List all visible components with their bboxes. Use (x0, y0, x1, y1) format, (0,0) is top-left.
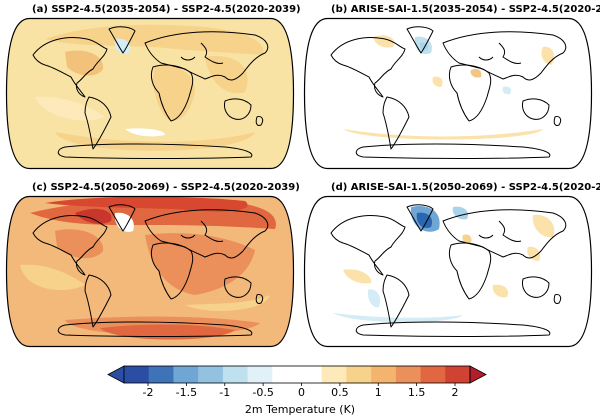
coastline (522, 98, 550, 120)
coastline (84, 96, 112, 150)
anomaly-region (114, 38, 131, 55)
anomaly-region (45, 196, 248, 212)
anomaly-region (502, 86, 512, 95)
coastline (57, 321, 253, 337)
anomaly-region (343, 129, 543, 140)
anomaly-region (367, 289, 381, 308)
colorbar-bin (198, 366, 224, 383)
anomaly-region (20, 264, 85, 291)
anomaly-region (462, 234, 472, 244)
anomaly-region (55, 229, 104, 259)
anomaly-region (185, 295, 270, 311)
anomaly-region (333, 313, 463, 323)
coastline (355, 143, 551, 159)
coastline (553, 294, 562, 304)
colorbar-frame (123, 365, 471, 384)
coastline (255, 294, 264, 304)
coastline (150, 64, 194, 122)
colorbar-bin (445, 366, 471, 383)
colorbar-bin (297, 366, 323, 383)
anomaly-region (114, 212, 134, 232)
map-outline (303, 195, 593, 348)
colorbar-bin (371, 366, 397, 383)
coastline (224, 276, 252, 298)
colorbar-bin (148, 366, 174, 383)
anomaly-region (432, 76, 443, 87)
coastline (522, 276, 550, 298)
colorbar-bin (173, 366, 199, 383)
map-panel-a (5, 17, 295, 170)
colorbar-tick-label: -0.5 (252, 386, 274, 399)
colorbar-tick-label: 0.5 (331, 386, 349, 399)
panel-b-title: (b) ARISE-SAI-1.5(2035-2054) - SSP2-4.5(… (331, 4, 600, 15)
colorbar-bin (222, 366, 249, 383)
map-outline (5, 17, 295, 170)
colorbar-tick-label: 1 (374, 386, 382, 399)
map-outline (303, 17, 593, 170)
coastline (553, 116, 562, 126)
map-outline (5, 195, 295, 348)
anomaly-region (416, 212, 433, 229)
coastline (180, 42, 224, 64)
anomaly-region (145, 233, 255, 295)
colorbar-bin (420, 366, 446, 383)
anomaly-region (532, 214, 555, 238)
coastline (382, 96, 410, 150)
coastline (448, 64, 492, 122)
colorbar-bin (247, 366, 273, 383)
anomaly-region (470, 68, 482, 78)
colorbar-bin (346, 366, 372, 383)
colorbar-tick-label: -2 (142, 386, 154, 399)
anomaly-region (343, 269, 372, 284)
coastline (108, 204, 136, 232)
coastline (32, 37, 108, 98)
colorbar-bin (272, 366, 298, 383)
colorbar-extend-high (469, 365, 487, 384)
coastline (406, 204, 434, 232)
anomaly-region (125, 128, 165, 137)
anomaly-region (205, 56, 248, 94)
colorbar-tick-label: 2 (451, 386, 459, 399)
coastline (255, 116, 264, 126)
coastline (84, 274, 112, 328)
map-panel-b (303, 17, 593, 170)
panel-c-title: (c) SSP2-4.5(2050-2069) - SSP2-4.5(2020-… (32, 182, 300, 193)
colorbar-extend-low (107, 365, 125, 384)
anomaly-region (492, 284, 509, 298)
panel-a-title: (a) SSP2-4.5(2035-2054) - SSP2-4.5(2020-… (32, 4, 301, 15)
colorbar-bin (395, 366, 422, 383)
coastline (150, 242, 194, 300)
colorbar-tick-label: -1.5 (175, 386, 198, 399)
coastline (406, 26, 434, 54)
coastline (330, 215, 406, 276)
coastline (355, 321, 551, 337)
colorbar-bin (321, 366, 347, 383)
coastline (224, 98, 252, 120)
colorbar-tick-label: -1 (219, 386, 231, 399)
anomaly-region (100, 324, 235, 340)
coastline (478, 220, 522, 242)
anomaly-region (35, 96, 105, 121)
coastline (448, 242, 492, 300)
colorbar-tick-label: 0 (298, 386, 305, 399)
coastline (382, 274, 410, 328)
coastline (478, 42, 522, 64)
coastline (330, 37, 406, 98)
panel-d-title: (d) ARISE-SAI-1.5(2050-2069) - SSP2-4.5(… (331, 182, 600, 193)
coastline (57, 143, 253, 159)
colorbar-label: 2m Temperature (K) (244, 403, 356, 416)
anomaly-region (65, 50, 104, 76)
anomaly-region (75, 208, 112, 224)
map-panel-d (303, 195, 593, 348)
colorbar-bin (124, 366, 150, 383)
coastline (32, 215, 108, 276)
map-panel-c (5, 195, 295, 348)
coastline (108, 26, 136, 54)
coastline (180, 220, 224, 242)
colorbar-tick-label: 1.5 (407, 386, 426, 399)
